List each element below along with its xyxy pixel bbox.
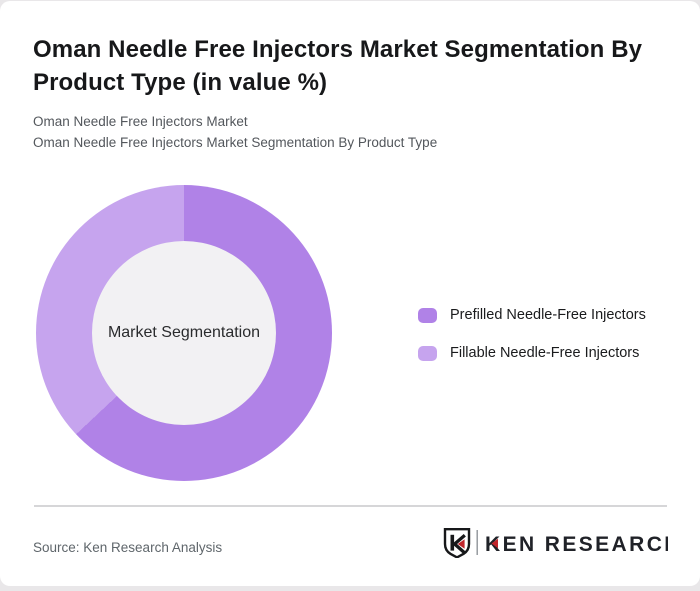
source-text: Source: Ken Research Analysis [33, 540, 223, 555]
logo-k-triangle-icon [491, 538, 498, 549]
donut-chart[interactable]: Market Segmentation [36, 185, 332, 481]
legend-swatch-fillable [418, 345, 437, 361]
donut-hole: Market Segmentation [92, 241, 276, 425]
logo-separator [476, 530, 478, 555]
ken-research-logo: KEN RESEARCH [443, 528, 668, 558]
legend-label-prefilled: Prefilled Needle-Free Injectors [450, 307, 646, 323]
chart-legend: Prefilled Needle-Free Injectors Fillable… [418, 304, 646, 380]
logo-wordmark: KEN RESEARCH [485, 533, 668, 556]
chart-subtitle-line-1: Oman Needle Free Injectors Market [33, 114, 248, 129]
page-title-line-2: Product Type (in value %) [33, 69, 328, 96]
chart-subtitle-line-2: Oman Needle Free Injectors Market Segmen… [33, 135, 438, 150]
page-title: Oman Needle Free Injectors Market Segmen… [33, 33, 683, 99]
page-title-line-1: Oman Needle Free Injectors Market Segmen… [33, 36, 643, 63]
legend-item-fillable[interactable]: Fillable Needle-Free Injectors [418, 342, 646, 364]
legend-swatch-prefilled [418, 307, 437, 323]
ken-research-shield-icon [443, 528, 471, 558]
legend-label-fillable: Fillable Needle-Free Injectors [450, 345, 640, 361]
footer-divider [34, 505, 667, 507]
legend-item-prefilled[interactable]: Prefilled Needle-Free Injectors [418, 304, 646, 326]
donut-center-label: Market Segmentation [107, 324, 261, 341]
chart-subtitle: Oman Needle Free Injectors Market Oman N… [33, 111, 673, 153]
